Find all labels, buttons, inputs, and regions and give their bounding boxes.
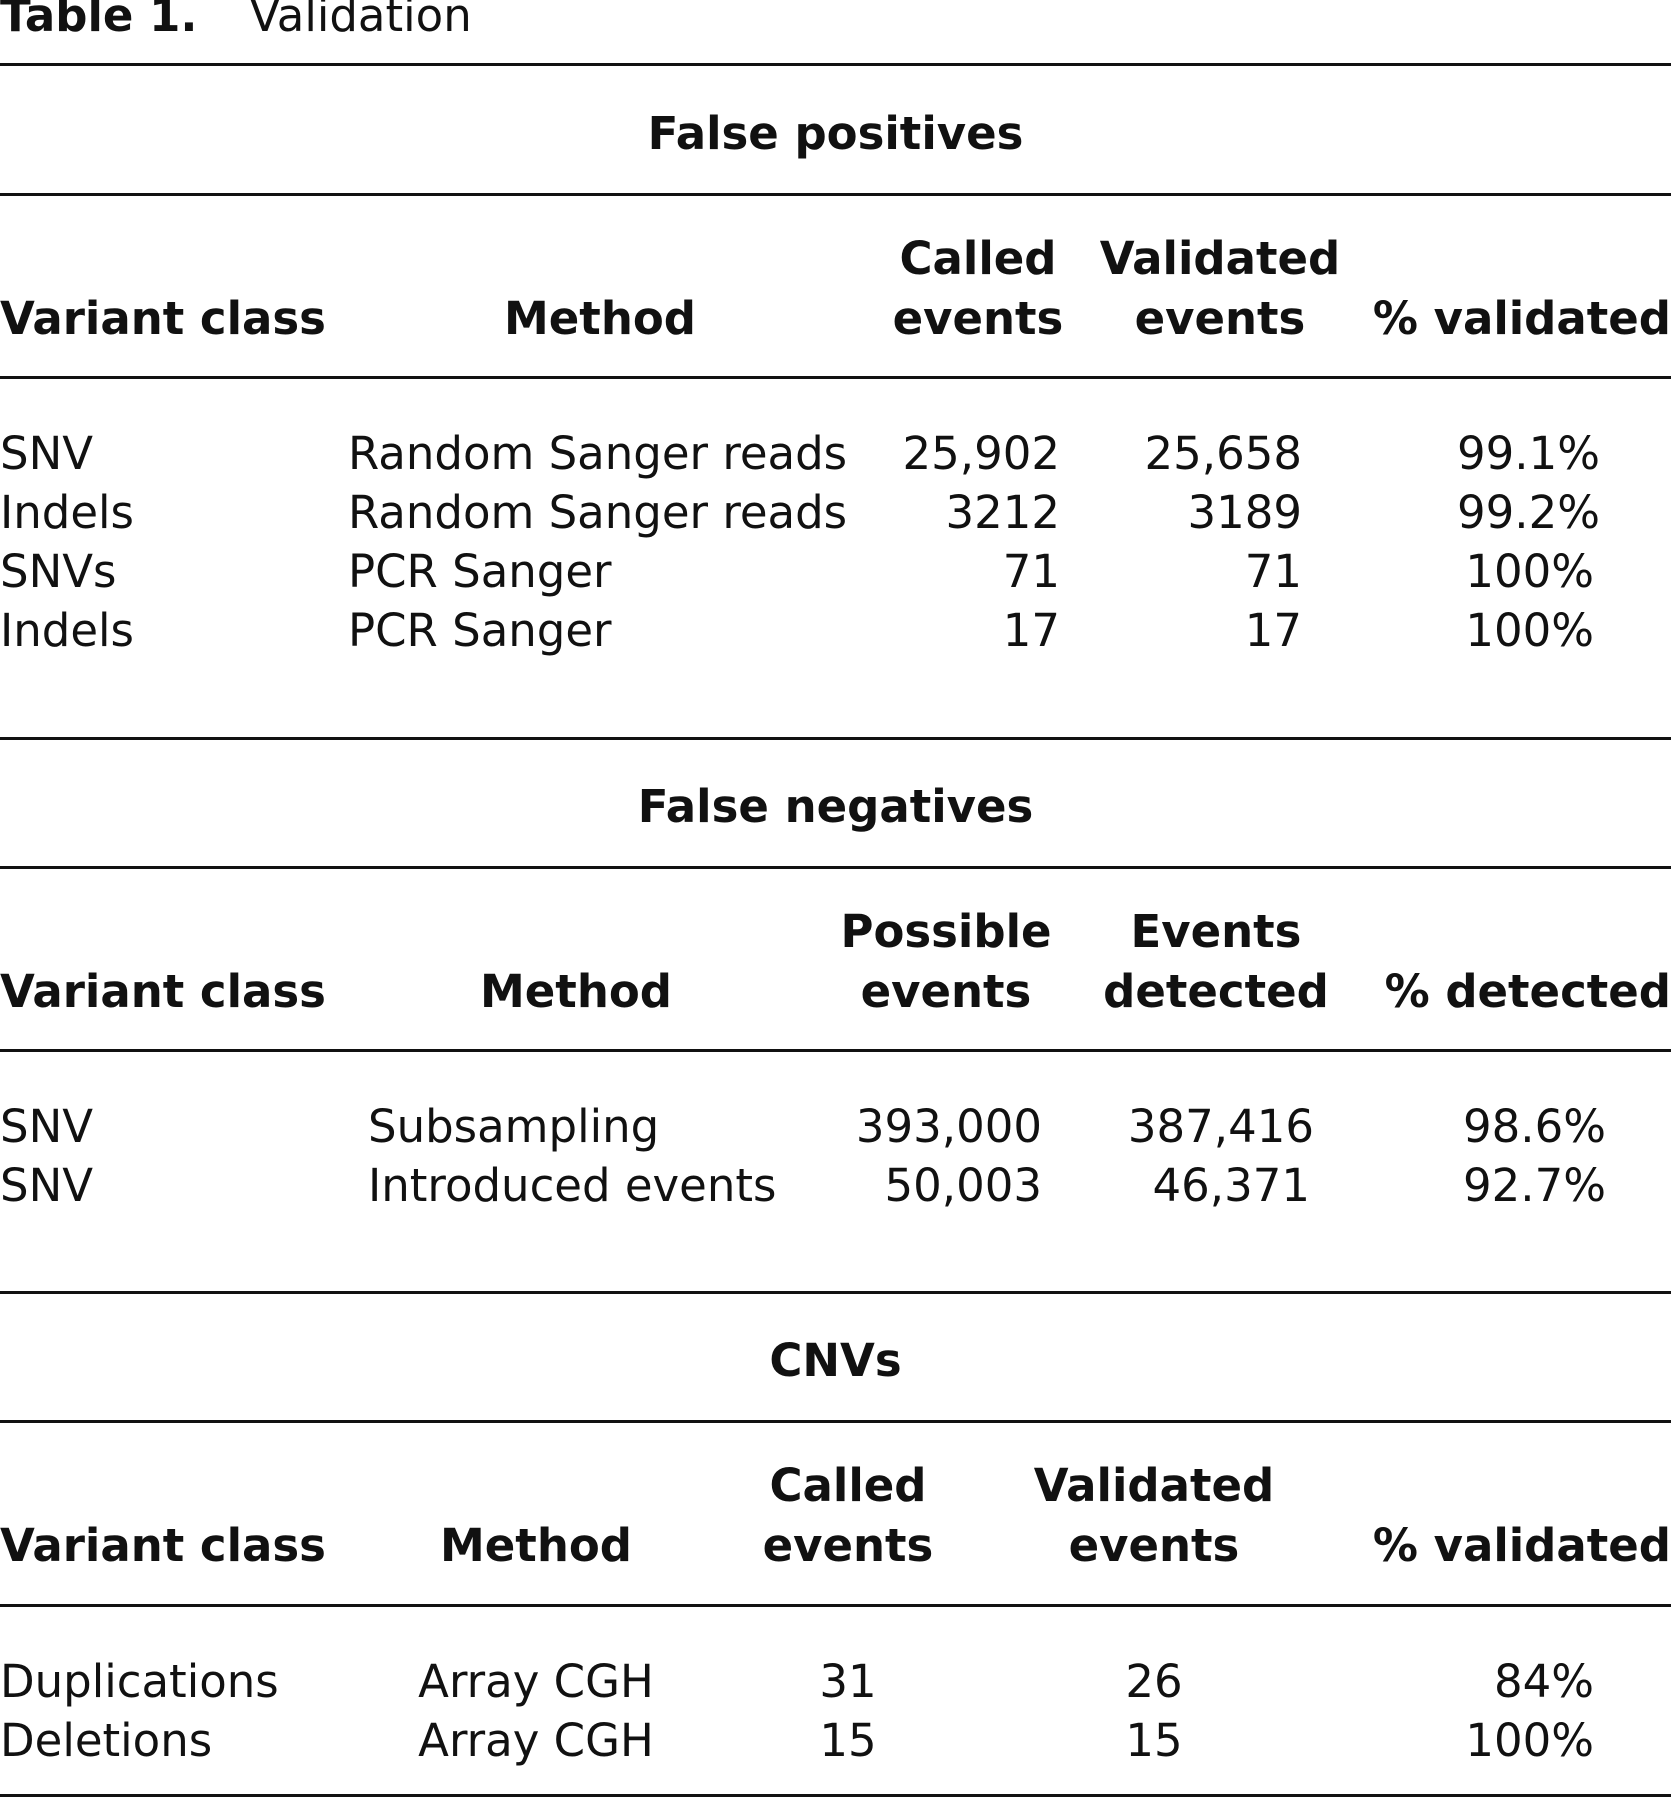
header-method: Method <box>504 292 696 345</box>
cell-method: Array CGH <box>418 1655 654 1708</box>
rule-section-2-top <box>0 737 1671 740</box>
section-title-false-positives: False positives <box>647 107 1024 160</box>
cell-col5: 100% <box>1465 1714 1594 1767</box>
cell-col5: 99.1% <box>1457 427 1600 480</box>
cell-method: Random Sanger reads <box>348 486 848 539</box>
cell-col3: 15 <box>819 1714 877 1767</box>
cell-col3: 3212 <box>945 486 1060 539</box>
cell-col4: 46,371 <box>1152 1159 1310 1212</box>
cell-col4: 15 <box>1125 1714 1183 1767</box>
cell-col3: 31 <box>819 1655 877 1708</box>
cell-variant-class: Indels <box>0 486 134 539</box>
cell-method: Array CGH <box>418 1714 654 1767</box>
cell-method: Random Sanger reads <box>348 427 848 480</box>
cell-col3: 17 <box>1002 604 1060 657</box>
cell-method: PCR Sanger <box>348 604 612 657</box>
cell-col5: 100% <box>1465 545 1594 598</box>
table-number: Table 1. <box>0 0 198 42</box>
cell-method: Subsampling <box>368 1100 660 1153</box>
section-title-cnvs: CNVs <box>769 1334 902 1387</box>
rule-header-2 <box>0 1049 1671 1052</box>
rule-section-3-top <box>0 1291 1671 1294</box>
header-col3-line1: Possible <box>840 905 1052 958</box>
header-col4-line1: Events <box>1130 905 1302 958</box>
cell-col4: 25,658 <box>1144 427 1302 480</box>
header-col5: % validated <box>1372 292 1671 345</box>
cell-col4: 387,416 <box>1127 1100 1314 1153</box>
cell-col5: 100% <box>1465 604 1594 657</box>
header-col4-line2: events <box>1068 1519 1240 1572</box>
header-col3-line2: events <box>892 292 1064 345</box>
header-variant-class: Variant class <box>0 965 326 1018</box>
header-col5: % validated <box>1372 1519 1671 1572</box>
header-col3-line2: events <box>860 965 1032 1018</box>
header-col4-line1: Validated <box>1099 232 1341 285</box>
table-title: Table 1. Validation <box>0 0 472 46</box>
header-method: Method <box>480 965 672 1018</box>
section-title-false-negatives: False negatives <box>637 780 1034 833</box>
cell-col3: 71 <box>1002 545 1060 598</box>
cell-col5: 99.2% <box>1457 486 1600 539</box>
cell-method: PCR Sanger <box>348 545 612 598</box>
cell-col4: 71 <box>1244 545 1302 598</box>
rule-header-3 <box>0 1604 1671 1607</box>
header-col4-line1: Validated <box>1033 1459 1275 1512</box>
header-col5: % detected <box>1384 965 1671 1018</box>
header-col4-line2: detected <box>1103 965 1329 1018</box>
cell-variant-class: SNV <box>0 427 94 480</box>
cell-variant-class: SNV <box>0 1100 94 1153</box>
rule-section-2 <box>0 866 1671 869</box>
rule-top <box>0 63 1671 66</box>
cell-variant-class: Indels <box>0 604 134 657</box>
table-caption: Validation <box>249 0 472 42</box>
rule-section-3 <box>0 1420 1671 1423</box>
header-col3-line2: events <box>762 1519 934 1572</box>
rule-header-1 <box>0 376 1671 379</box>
cell-col4: 3189 <box>1187 486 1302 539</box>
header-variant-class: Variant class <box>0 292 326 345</box>
cell-col3: 50,003 <box>884 1159 1042 1212</box>
header-col3-line1: Called <box>769 1459 927 1512</box>
cell-variant-class: Deletions <box>0 1714 213 1767</box>
header-col3-line1: Called <box>899 232 1057 285</box>
cell-col4: 26 <box>1125 1655 1183 1708</box>
header-col4-line2: events <box>1134 292 1306 345</box>
rule-section-1 <box>0 193 1671 196</box>
header-variant-class: Variant class <box>0 1519 326 1572</box>
header-method: Method <box>440 1519 632 1572</box>
cell-method: Introduced events <box>368 1159 777 1212</box>
cell-variant-class: SNV <box>0 1159 94 1212</box>
rule-bottom <box>0 1794 1671 1797</box>
cell-col5: 84% <box>1493 1655 1594 1708</box>
cell-variant-class: SNVs <box>0 545 117 598</box>
cell-col5: 92.7% <box>1463 1159 1606 1212</box>
cell-col3: 25,902 <box>902 427 1060 480</box>
cell-variant-class: Duplications <box>0 1655 279 1708</box>
cell-col3: 393,000 <box>855 1100 1042 1153</box>
cell-col5: 98.6% <box>1463 1100 1606 1153</box>
cell-col4: 17 <box>1244 604 1302 657</box>
